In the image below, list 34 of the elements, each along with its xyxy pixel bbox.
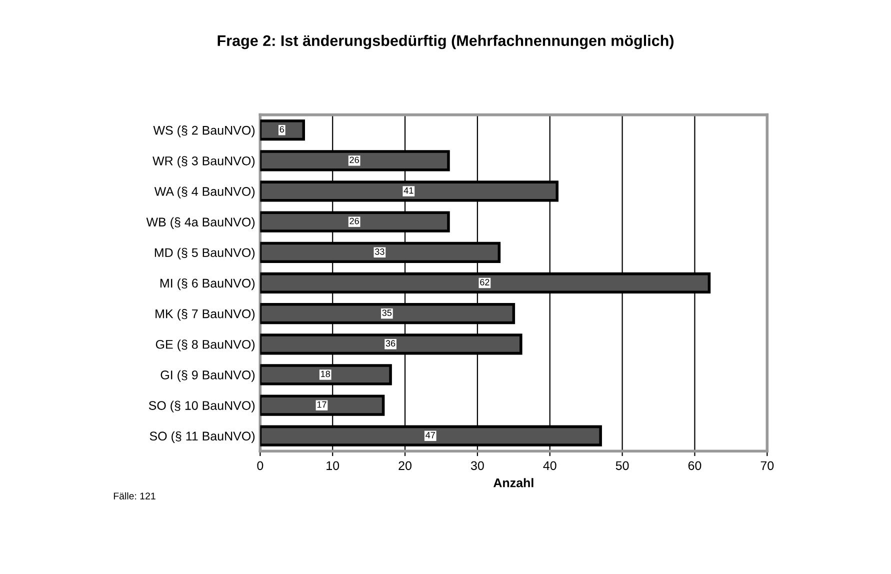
- y-tick-label: WR (§ 3 BauNVO): [152, 156, 255, 168]
- y-tick-label: GE (§ 8 BauNVO): [156, 340, 255, 352]
- x-tick-label: 20: [398, 461, 412, 470]
- x-axis-title: Anzahl: [493, 478, 534, 488]
- x-tick-label: 10: [326, 461, 340, 470]
- data-label: 47: [426, 432, 435, 438]
- data-label: 18: [321, 370, 330, 378]
- x-tick-label: 60: [688, 461, 702, 470]
- data-label: 35: [382, 310, 392, 316]
- chart-title: Frage 2: Ist änderungsbedürftig (Mehrfachnennungen möglich): [218, 34, 674, 50]
- y-tick-label: MI (§ 6 BauNVO): [160, 278, 255, 290]
- data-label: 6: [280, 126, 284, 133]
- y-tick-label: WA (§ 4 BauNVO): [154, 186, 255, 198]
- y-tick-label: GI (§ 9 BauNVO): [160, 370, 255, 382]
- y-tick-label: WB (§ 4a BauNVO): [146, 217, 255, 229]
- data-label: 62: [480, 279, 490, 286]
- data-label: 36: [386, 340, 396, 347]
- data-label: 26: [350, 156, 359, 164]
- y-tick-label: WS (§ 2 BauNVO): [153, 126, 255, 138]
- data-label: 41: [404, 187, 414, 194]
- y-tick-label: MK (§ 7 BauNVO): [156, 309, 255, 321]
- data-label: 33: [375, 248, 384, 255]
- data-label: 17: [317, 401, 326, 408]
- x-tick-label: 0: [257, 461, 264, 470]
- x-tick-label: 50: [616, 461, 629, 470]
- text: Fälle: 121: [114, 492, 156, 500]
- x-tick-label: 40: [543, 461, 556, 470]
- bar: [260, 120, 306, 141]
- y-tick-label: SO (§ 10 BauNVO): [148, 400, 255, 412]
- x-tick-label: 30: [470, 461, 484, 470]
- x-tick-label: 70: [760, 461, 774, 470]
- data-label: 26: [350, 218, 359, 224]
- y-tick-label: SO (§ 11 BauNVO): [150, 431, 255, 443]
- y-tick-label: MD (§ 5 BauNVO): [154, 248, 255, 260]
